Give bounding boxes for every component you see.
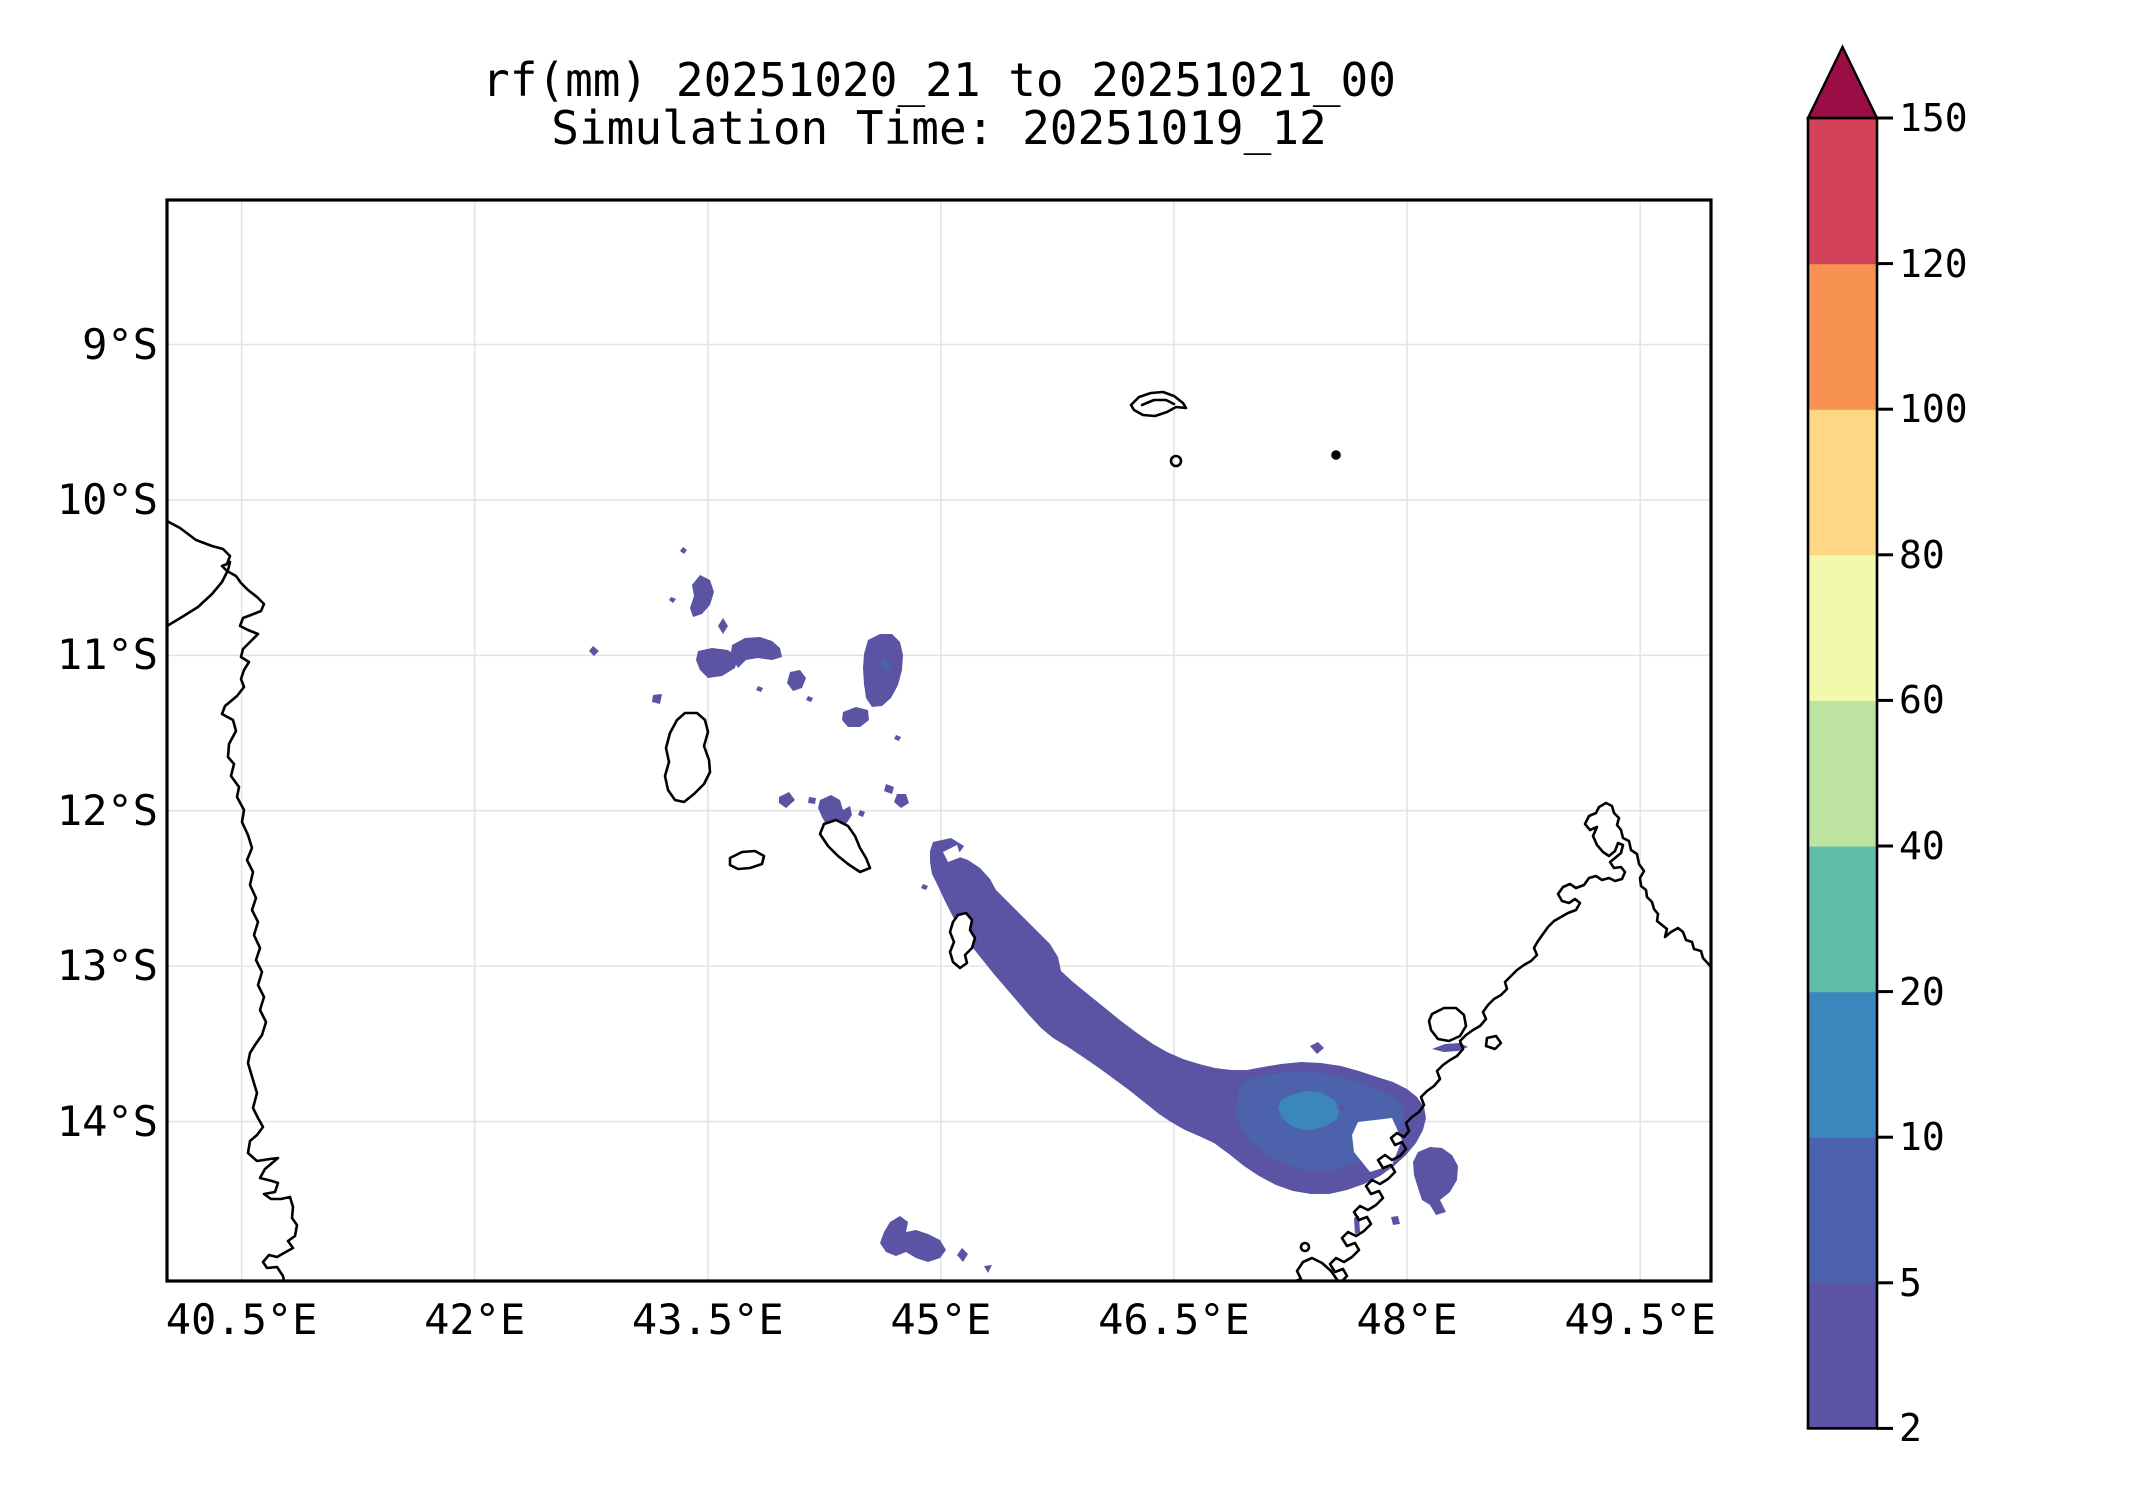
- island-nosy-be: [1427, 1006, 1468, 1043]
- map-frame: [165, 198, 1713, 1283]
- chart-title: rf(mm) 20251020_21 to 20251021_00: [482, 53, 1396, 107]
- rain-cell-inner: [880, 659, 891, 671]
- gridlines: [167, 200, 1711, 1281]
- colorbar-extend-triangle: [1806, 44, 1879, 120]
- rain-cell-nosybe: [1432, 1043, 1468, 1052]
- lon-tick-label: 43.5°E: [631, 1295, 784, 1344]
- rain-cell: [806, 696, 813, 702]
- colorbar-tick-label: 100: [1899, 387, 1968, 432]
- colorbar-tick-label: 10: [1899, 1115, 1945, 1160]
- rain-cell: [1391, 1216, 1400, 1225]
- rain-dot-in-core: [1337, 1104, 1346, 1112]
- rain-cell: [680, 547, 687, 554]
- island-dot-south: [1299, 1241, 1311, 1253]
- rain-cell: [718, 618, 728, 634]
- rain-cell-bird: [880, 1216, 946, 1262]
- colorbar-segment: [1808, 700, 1877, 847]
- coastline-rovuma-wedge: [167, 560, 232, 628]
- colorbar-segment: [1808, 263, 1877, 410]
- colorbar-tick-label: 20: [1899, 969, 1945, 1014]
- rain-cell: [818, 795, 852, 830]
- rain-cell: [690, 575, 714, 617]
- island-mayotte: [948, 911, 977, 970]
- rain-cell: [921, 884, 928, 890]
- colorbar-outline: [1806, 116, 1879, 1430]
- lat-tick-label: 14°S: [56, 1096, 158, 1146]
- lon-tick-label: 49.5°E: [1564, 1295, 1717, 1344]
- rain-cell: [842, 707, 869, 727]
- rain-cell: [894, 794, 909, 808]
- colorbar-segment: [1808, 1137, 1877, 1284]
- island-grande-comore: [663, 711, 712, 804]
- colorbar-tick-label: 120: [1899, 241, 1968, 286]
- rain-cell: [696, 648, 738, 678]
- island-cosmoledo: [1331, 450, 1341, 460]
- island-aldabra-lagoon: [1140, 398, 1176, 407]
- lat-tick-label: 13°S: [56, 941, 158, 991]
- coastline-africa: [167, 519, 299, 1281]
- rain-cell-coastal: [1413, 1147, 1458, 1215]
- coastline-madagascar: [1328, 801, 1711, 1281]
- colorbar-tick-label: 60: [1899, 678, 1945, 723]
- rain-cell: [779, 792, 795, 808]
- lon-tick-label: 42°E: [424, 1295, 526, 1344]
- rain-cell: [894, 735, 901, 741]
- colorbar-segment: [1808, 409, 1877, 556]
- colorbar-segment: [1808, 991, 1877, 1138]
- island-aldabra-atoll: [1129, 390, 1188, 418]
- island-nosy-komba: [1484, 1034, 1503, 1051]
- rain-cell: [980, 932, 992, 946]
- colorbar-tick-label: 80: [1899, 532, 1945, 577]
- rain-cell: [787, 670, 806, 691]
- island-moheli: [728, 849, 766, 871]
- colorbar-tick-label: 150: [1899, 96, 1968, 140]
- rain-cell: [957, 1248, 968, 1262]
- lat-tick-label: 10°S: [56, 474, 158, 524]
- lon-tick-label: 45°E: [890, 1295, 992, 1344]
- colorbar-segment: [1808, 118, 1877, 265]
- rain-cell: [1310, 1042, 1324, 1054]
- rain-contours: [589, 547, 1468, 1273]
- colorbar-segment: [1808, 1282, 1877, 1429]
- coastline-peninsula-south: [1294, 1256, 1340, 1281]
- colorbar-tick-label: 2: [1899, 1406, 1922, 1451]
- rain-cell-large: [863, 634, 903, 707]
- lon-tick-label: 46.5°E: [1098, 1295, 1250, 1344]
- rain-core-10-20: [1278, 1091, 1340, 1130]
- rain-band-head-notch: [943, 845, 961, 862]
- chart-subtitle: Simulation Time: 20251019_12: [551, 101, 1327, 155]
- colorbar-tick-label: 40: [1899, 824, 1945, 868]
- rain-cell: [984, 1265, 992, 1273]
- rain-cell: [589, 646, 599, 656]
- rain-cell: [808, 797, 816, 804]
- rain-cell: [756, 686, 763, 692]
- rain-cell: [858, 810, 865, 817]
- island-anjouan: [818, 818, 872, 874]
- lat-tick-label: 11°S: [56, 630, 158, 680]
- lon-tick-label: 48°E: [1356, 1295, 1458, 1344]
- lat-tick-label: 9°S: [82, 319, 158, 369]
- rain-cell: [884, 784, 894, 794]
- colorbar-segment: [1808, 846, 1877, 993]
- colorbar-segment: [1808, 554, 1877, 701]
- rain-cell: [731, 637, 782, 668]
- coastlines: [167, 390, 1711, 1281]
- lon-tick-label: 40.5°E: [165, 1295, 318, 1344]
- rain-cell: [669, 597, 676, 603]
- colorbar: [1806, 44, 1893, 1430]
- lat-tick-label: 12°S: [56, 785, 158, 835]
- rain-cell: [652, 694, 662, 704]
- island-assumption: [1169, 454, 1183, 468]
- colorbar-tick-label: 5: [1899, 1260, 1922, 1305]
